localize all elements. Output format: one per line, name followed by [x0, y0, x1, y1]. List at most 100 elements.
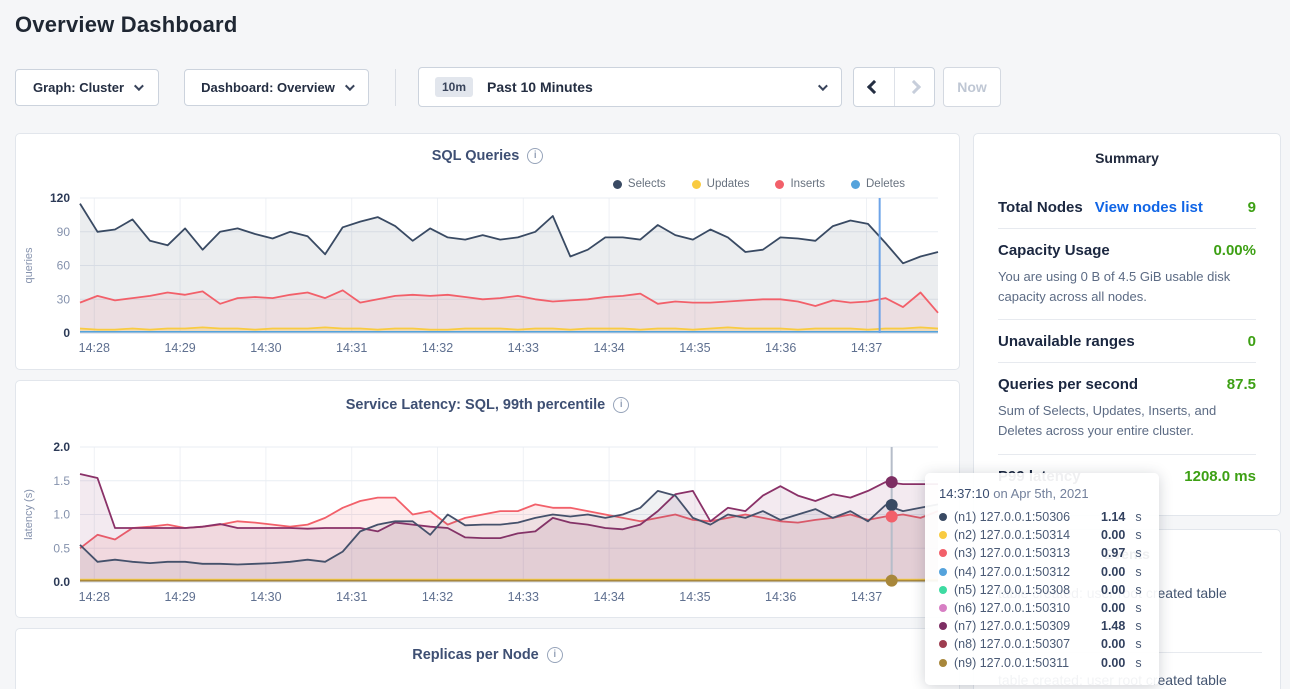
latency-unit: s — [1135, 655, 1142, 670]
tooltip-node-row: (n7) 127.0.0.1:50309 1.48 s — [939, 617, 1145, 635]
graph-selector-dropdown[interactable]: Graph: Cluster — [15, 69, 159, 106]
series-color-dot — [939, 640, 947, 649]
series-color-dot — [939, 567, 947, 576]
tooltip-rows: (n1) 127.0.0.1:50306 1.14 s (n2) 127.0.0.1:… — [939, 508, 1145, 672]
svg-text:30: 30 — [57, 292, 71, 306]
info-icon[interactable] — [527, 148, 544, 164]
p99-latency-value: 1208.0 ms — [1184, 467, 1256, 485]
info-icon[interactable] — [613, 397, 630, 413]
legend-color-dot — [851, 179, 860, 189]
legend-item[interactable]: Updates — [691, 178, 750, 190]
chevron-down-icon — [133, 81, 144, 92]
chart-title: Service Latency: SQL, 99th percentile — [345, 397, 606, 413]
time-range-selector[interactable]: 10m Past 10 Minutes — [418, 67, 842, 107]
latency-unit: s — [1135, 619, 1142, 634]
svg-text:14:35: 14:35 — [679, 590, 710, 604]
chart-title-row: Service Latency: SQL, 99th percentile — [16, 397, 959, 413]
chart-title: Replicas per Node — [412, 647, 539, 663]
service-latency-chart[interactable]: 14:28 14:29 14:30 14:31 14:32 14:33 14:34 14:35… — [16, 439, 946, 614]
tooltip-node-row: (n3) 127.0.0.1:50313 0.97 s — [939, 544, 1145, 562]
unavailable-ranges-value: 0 — [1247, 333, 1256, 351]
latency-value: 1.14 — [1101, 510, 1126, 525]
tooltip-node-row: (n2) 127.0.0.1:50314 0.00 s — [939, 526, 1145, 544]
node-address: (n8) 127.0.0.1:50307 — [954, 637, 1071, 652]
series-color-dot — [939, 531, 947, 540]
chart-title: SQL Queries — [431, 148, 520, 164]
series-color-dot — [939, 585, 947, 594]
dashboard-selector-label: Dashboard: Overview — [201, 80, 335, 95]
chart-title-row: Replicas per Node — [16, 647, 959, 663]
view-nodes-list-link[interactable]: View nodes list — [1094, 199, 1203, 216]
divider — [998, 319, 1256, 321]
svg-text:1.5: 1.5 — [53, 474, 70, 488]
capacity-usage-value: 0.00% — [1213, 242, 1256, 259]
svg-text:14:31: 14:31 — [336, 590, 367, 604]
info-icon[interactable] — [546, 647, 563, 663]
tooltip-time: 14:37:10 — [939, 486, 990, 501]
node-address: (n4) 127.0.0.1:50312 — [954, 564, 1071, 579]
svg-text:latency (s): latency (s) — [23, 489, 35, 540]
capacity-usage-label: Capacity Usage — [998, 242, 1110, 259]
legend-item[interactable]: Selects — [612, 178, 666, 190]
legend-item[interactable]: Deletes — [851, 178, 905, 190]
legend-item[interactable]: Inserts — [775, 178, 825, 190]
latency-value: 0.00 — [1101, 564, 1126, 579]
queries-per-second-value: 87.5 — [1226, 376, 1256, 394]
latency-value: 0.00 — [1101, 637, 1126, 652]
summary-row-unavailable-ranges: Unavailable ranges 0 — [998, 320, 1256, 362]
series-color-dot — [939, 513, 947, 522]
svg-text:14:32: 14:32 — [422, 590, 453, 604]
svg-text:14:35: 14:35 — [679, 341, 710, 355]
legend-color-dot — [691, 179, 701, 189]
svg-text:90: 90 — [57, 225, 71, 239]
latency-unit: s — [1135, 637, 1142, 652]
legend-label: Updates — [706, 178, 750, 190]
time-range-label: Past 10 Minutes — [487, 79, 593, 95]
latency-unit: s — [1135, 528, 1142, 543]
svg-text:14:30: 14:30 — [250, 590, 281, 604]
service-latency-panel: Service Latency: SQL, 99th percentile 14… — [15, 380, 960, 618]
total-nodes-value: 9 — [1247, 199, 1256, 216]
node-address: (n5) 127.0.0.1:50308 — [954, 582, 1071, 597]
divider — [998, 228, 1256, 229]
time-prev-button[interactable] — [854, 68, 894, 106]
dashboard-selector-dropdown[interactable]: Dashboard: Overview — [184, 69, 369, 106]
series-color-dot — [939, 604, 947, 613]
chart-hover-tooltip: 14:37:10 on Apr 5th, 2021 (n1) 127.0.0.1… — [925, 473, 1159, 685]
unavailable-ranges-label: Unavailable ranges — [998, 333, 1135, 351]
divider — [998, 362, 1256, 364]
legend-label: Deletes — [866, 178, 905, 190]
queries-per-second-description: Sum of Selects, Updates, Inserts, and De… — [998, 403, 1217, 439]
svg-text:queries: queries — [23, 247, 35, 284]
svg-text:14:31: 14:31 — [336, 341, 367, 355]
svg-text:60: 60 — [57, 259, 71, 273]
svg-text:14:29: 14:29 — [164, 341, 195, 355]
svg-text:14:29: 14:29 — [164, 590, 195, 604]
now-button[interactable]: Now — [943, 67, 1001, 107]
chart-title-row: SQL Queries — [16, 148, 959, 164]
latency-value: 0.00 — [1101, 528, 1126, 543]
legend-label: Selects — [627, 178, 666, 190]
tooltip-node-row: (n6) 127.0.0.1:50310 0.00 s — [939, 599, 1145, 617]
node-address: (n6) 127.0.0.1:50310 — [954, 601, 1071, 616]
latency-value: 1.48 — [1101, 619, 1126, 634]
svg-text:14:33: 14:33 — [508, 590, 539, 604]
time-next-button[interactable] — [893, 68, 935, 106]
svg-text:0.5: 0.5 — [53, 541, 70, 555]
svg-text:14:37: 14:37 — [851, 341, 882, 355]
charts-column: SQL Queries Selects Updates Inserts Deletes… — [15, 133, 960, 689]
svg-text:14:28: 14:28 — [79, 341, 110, 355]
capacity-usage-description: You are using 0 B of 4.5 GiB usable disk… — [998, 269, 1231, 305]
svg-text:14:34: 14:34 — [593, 590, 624, 604]
total-nodes-label: Total Nodes — [998, 199, 1083, 216]
chevron-left-icon — [866, 79, 881, 95]
latency-unit: s — [1135, 564, 1142, 579]
latency-unit: s — [1135, 601, 1142, 616]
svg-text:14:30: 14:30 — [250, 341, 281, 355]
svg-text:14:34: 14:34 — [593, 341, 624, 355]
sql-queries-chart[interactable]: 14:28 14:29 14:30 14:31 14:32 14:33 14:34 14:35… — [16, 190, 946, 365]
graph-selector-label: Graph: Cluster — [32, 80, 124, 95]
node-address: (n7) 127.0.0.1:50309 — [954, 619, 1071, 634]
divider — [998, 453, 1256, 455]
